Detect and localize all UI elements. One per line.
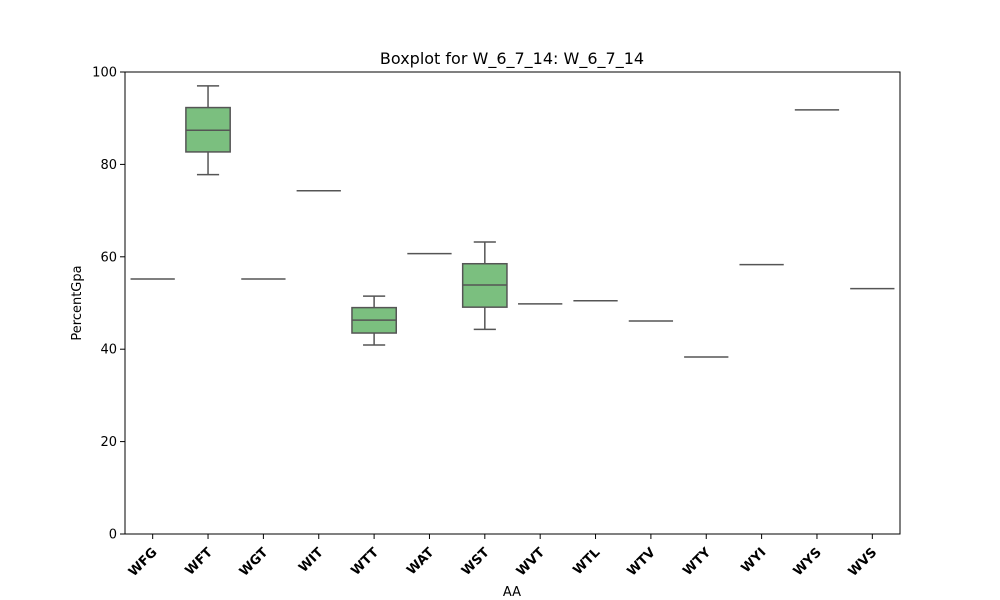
x-tick-label: WYI xyxy=(739,545,770,576)
x-tick-label: WVS xyxy=(846,545,880,579)
y-tick-label: 20 xyxy=(100,435,117,450)
box-wft xyxy=(185,85,231,176)
x-tick-label: WVT xyxy=(514,545,548,579)
x-tick-label: WTT xyxy=(348,545,382,579)
x-tick-label: WFT xyxy=(183,545,216,578)
x-tick-label: WAT xyxy=(404,545,437,578)
x-tick-label: WYS xyxy=(791,545,825,579)
x-tick-label: WST xyxy=(459,545,493,579)
y-tick-label: 80 xyxy=(100,158,117,173)
plot-area-frame xyxy=(124,71,901,535)
y-tick-label: 60 xyxy=(100,250,117,265)
x-axis-label: AA xyxy=(503,585,521,600)
y-axis-ticks: 0 20 40 60 80 100 xyxy=(92,66,125,543)
boxes-layer xyxy=(130,85,895,358)
x-tick-label: WGT xyxy=(237,545,271,579)
y-tick-label: 100 xyxy=(92,66,117,81)
x-tick-label: WTY xyxy=(680,545,714,579)
y-axis-label: PercentGpa xyxy=(70,265,85,340)
x-tick-label: WIT xyxy=(296,545,327,576)
chart-title: Boxplot for W_6_7_14: W_6_7_14 xyxy=(380,49,644,69)
x-tick-label: WTL xyxy=(570,545,603,578)
box-wtt xyxy=(351,295,398,346)
y-tick-label: 40 xyxy=(100,343,117,358)
box-wst xyxy=(461,241,508,331)
x-tick-label: WTV xyxy=(625,545,659,579)
y-tick-label: 0 xyxy=(109,528,117,543)
x-tick-label: WFG xyxy=(126,545,161,580)
x-axis-ticks: WFG WFT WGT WIT WTT WAT WST WVT WTL WTV WTY WYI WYS W… xyxy=(126,534,880,580)
